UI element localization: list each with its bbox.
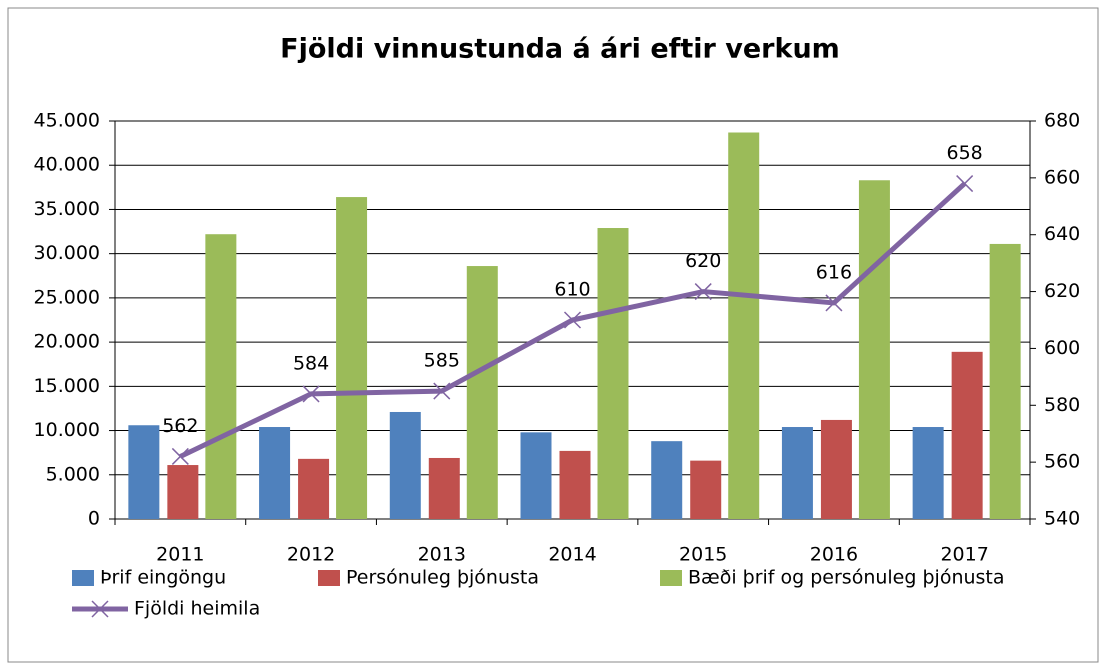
bar xyxy=(389,411,421,519)
legend-label: Persónuleg þjónusta xyxy=(346,567,539,589)
bar xyxy=(951,351,983,519)
chart-border xyxy=(7,7,1099,663)
data-label: 610 xyxy=(554,279,590,301)
x-tick-label: 2012 xyxy=(287,544,335,566)
legend-swatch xyxy=(318,570,340,586)
bar xyxy=(781,427,813,519)
bar xyxy=(428,457,460,519)
y-tick-label: 5.000 xyxy=(46,463,100,485)
bar xyxy=(205,234,237,519)
y2-tick-label: 660 xyxy=(1044,166,1080,188)
legend-swatch xyxy=(72,570,94,586)
bar xyxy=(167,465,199,519)
line-marker xyxy=(825,294,843,312)
line-marker xyxy=(563,311,582,329)
bar xyxy=(989,243,1021,519)
bar xyxy=(597,228,629,520)
y-tick-label: 15.000 xyxy=(34,375,100,397)
data-label: 584 xyxy=(293,352,329,374)
y2-tick-label: 620 xyxy=(1044,280,1080,302)
bar xyxy=(858,180,890,519)
legend-label: Þrif eingöngu xyxy=(100,567,226,589)
bar xyxy=(128,425,160,519)
bar xyxy=(728,132,760,519)
y-tick-label: 10.000 xyxy=(34,419,100,441)
x-tick-label: 2017 xyxy=(940,544,988,566)
y-tick-label: 25.000 xyxy=(34,286,100,308)
bar xyxy=(520,432,552,519)
y-tick-label: 0 xyxy=(88,508,100,530)
chart-title: Fjöldi vinnustunda á ári eftir verkum xyxy=(280,34,840,65)
line-marker xyxy=(302,385,320,403)
y-tick-label: 30.000 xyxy=(34,242,100,264)
bar xyxy=(466,266,498,519)
y2-tick-label: 600 xyxy=(1044,337,1080,359)
bar xyxy=(912,427,944,519)
y2-tick-label: 540 xyxy=(1044,508,1080,530)
line-marker xyxy=(433,382,451,400)
y-tick-label: 35.000 xyxy=(34,198,100,220)
y-tick-label: 45.000 xyxy=(34,110,100,132)
line-marker xyxy=(694,283,712,301)
legend-swatch xyxy=(660,570,682,586)
bar xyxy=(259,427,291,519)
y-tick-label: 40.000 xyxy=(34,154,100,176)
y-tick-label: 20.000 xyxy=(34,331,100,353)
y2-tick-label: 580 xyxy=(1044,394,1080,416)
data-label: 585 xyxy=(424,350,460,372)
data-label: 620 xyxy=(685,250,721,272)
bar xyxy=(651,441,683,519)
y2-tick-label: 680 xyxy=(1044,110,1080,132)
data-label: 658 xyxy=(947,142,983,164)
x-tick-label: 2015 xyxy=(679,544,727,566)
legend-label: Bæði þrif og persónuleg þjónusta xyxy=(688,567,1005,589)
line-marker xyxy=(171,447,189,465)
x-tick-label: 2013 xyxy=(418,544,466,566)
bar xyxy=(690,460,722,519)
data-label: 562 xyxy=(162,415,198,437)
y2-tick-label: 640 xyxy=(1044,223,1080,245)
x-tick-label: 2011 xyxy=(156,544,204,566)
x-tick-label: 2016 xyxy=(810,544,858,566)
legend-label: Fjöldi heimila xyxy=(134,598,260,620)
legend-marker xyxy=(91,600,109,618)
data-label: 616 xyxy=(816,261,852,283)
bar xyxy=(298,458,330,519)
bar xyxy=(336,197,368,519)
y2-tick-label: 560 xyxy=(1044,451,1080,473)
bar xyxy=(820,419,852,519)
bar xyxy=(559,450,591,519)
x-tick-label: 2014 xyxy=(548,544,596,566)
line-marker xyxy=(956,175,974,193)
